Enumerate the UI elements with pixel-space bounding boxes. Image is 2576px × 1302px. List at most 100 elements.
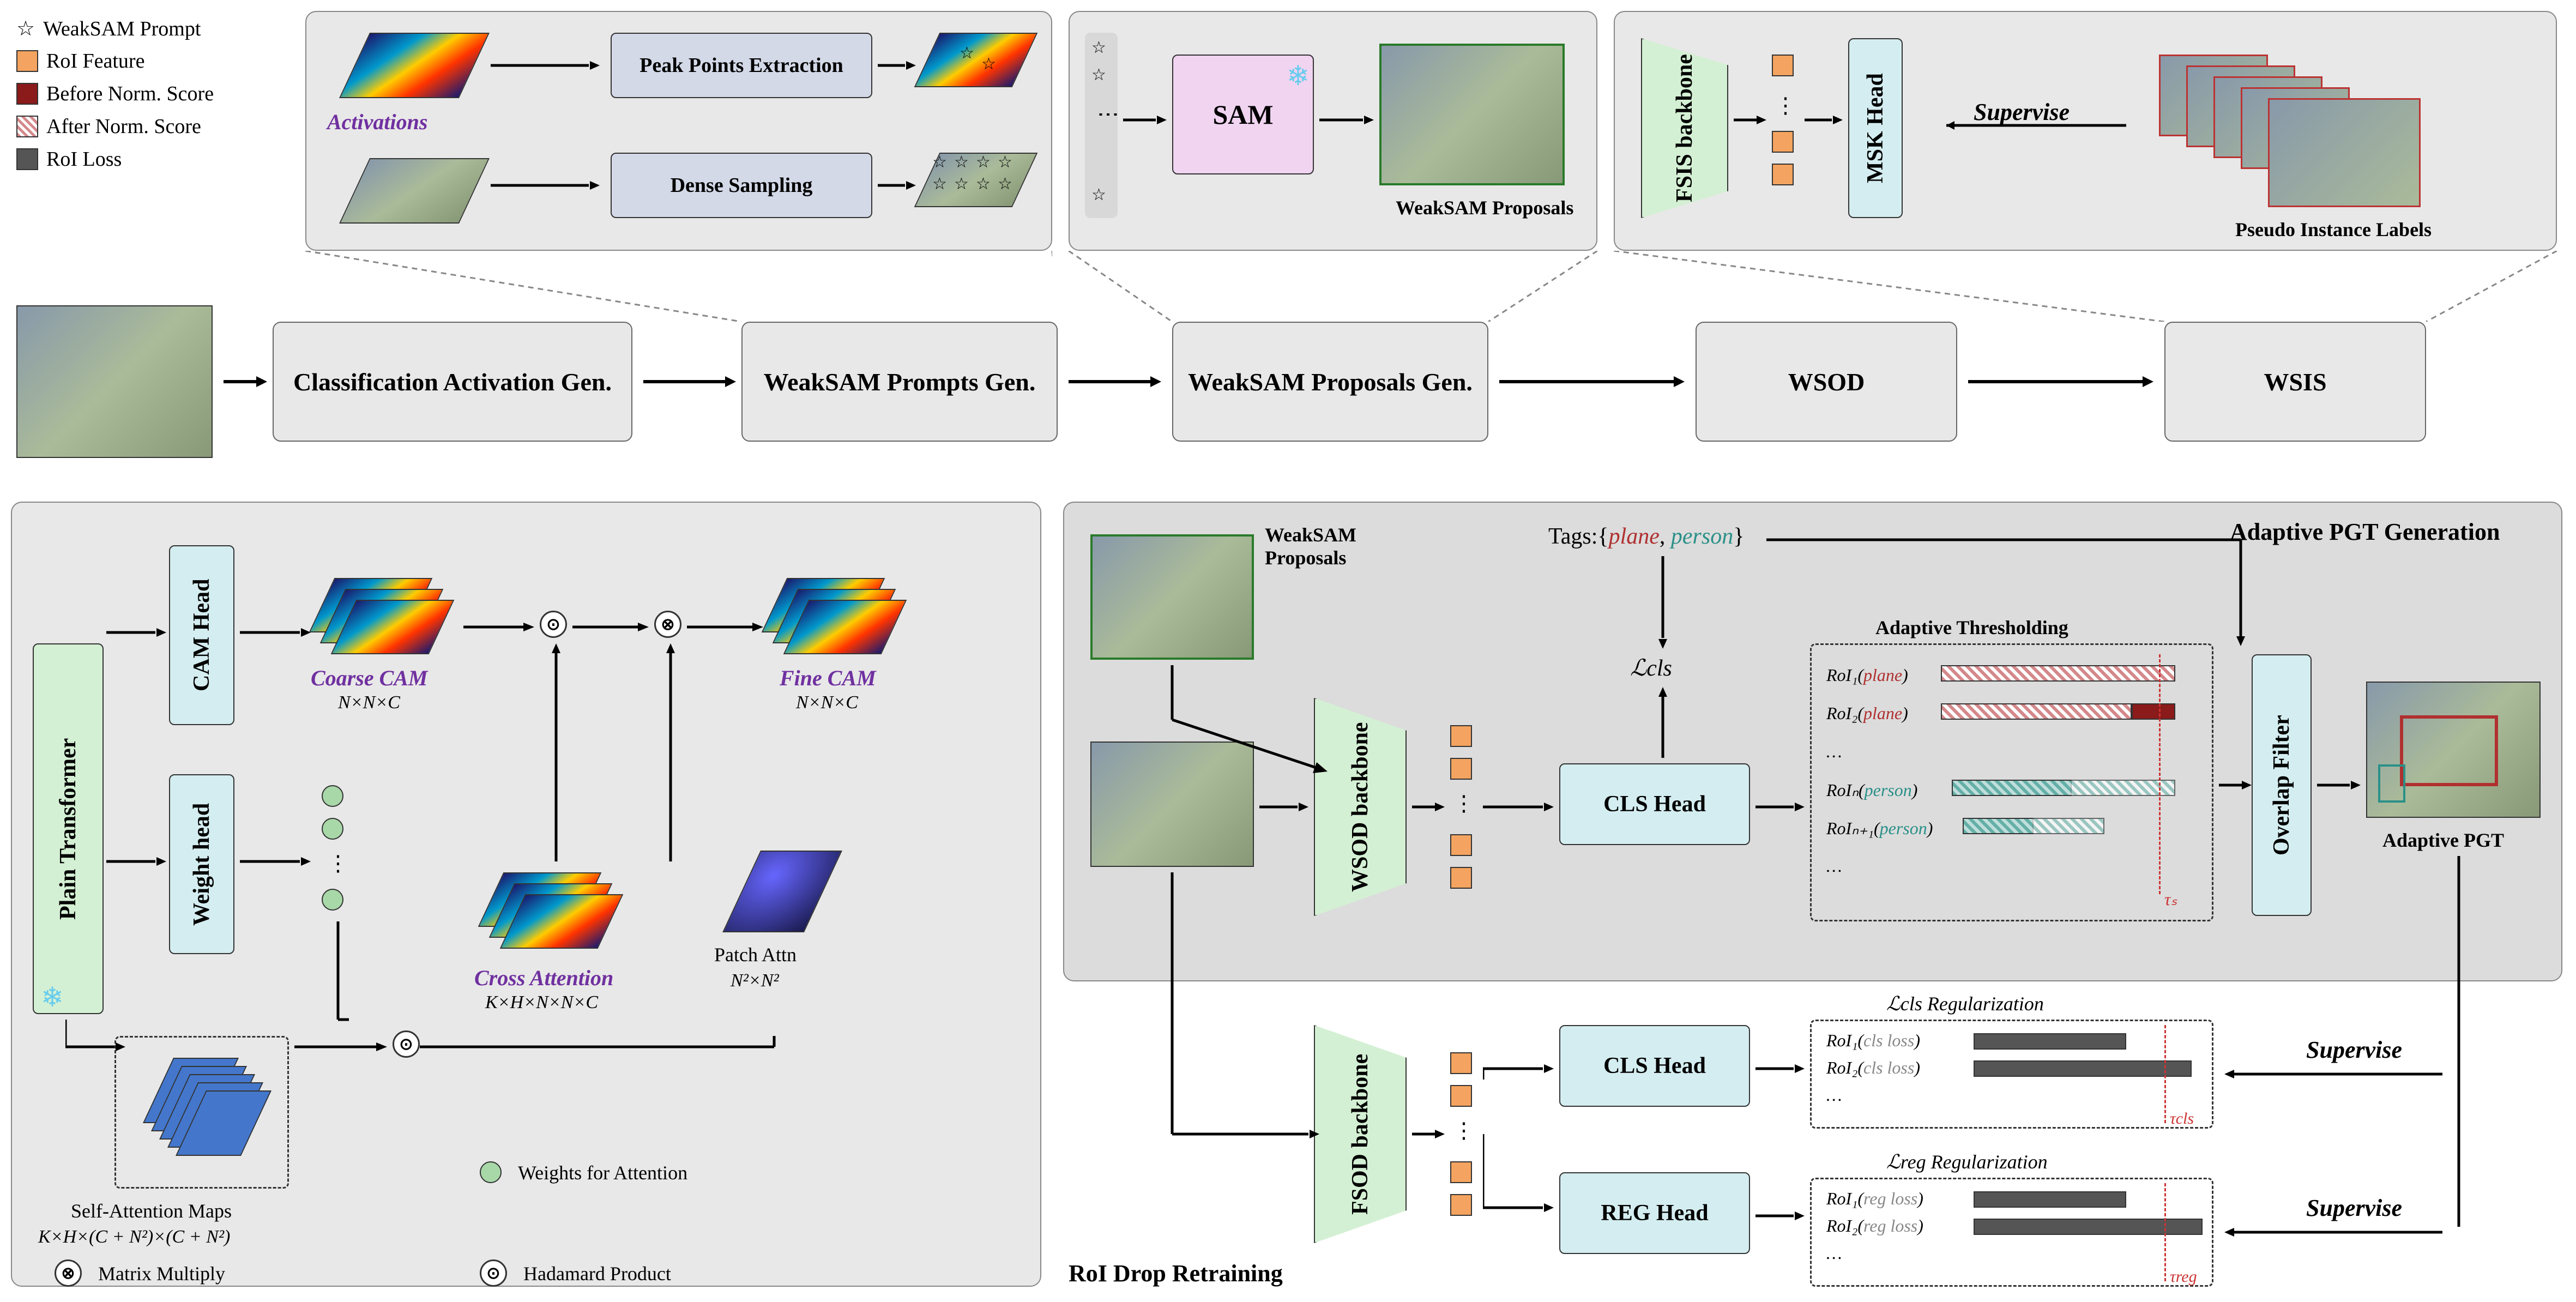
- star-icon: ☆: [954, 174, 969, 194]
- dots: …: [1826, 856, 1842, 876]
- prompts-gen-block: WeakSAM Prompts Gen.: [741, 322, 1058, 442]
- reg-head: REG Head: [1559, 1172, 1750, 1254]
- weaksam-proposals-label: WeakSAM Proposals: [1265, 523, 1374, 569]
- dots: …: [1826, 1243, 1842, 1263]
- arrow-icon: [1483, 1134, 1554, 1221]
- arrow-icon: [878, 55, 916, 76]
- weaksam-proposals-img: [1379, 44, 1565, 185]
- roi1-cls: RoI₁(cls loss): [1826, 1030, 1920, 1051]
- star-icon: ☆: [954, 153, 969, 172]
- matmul-legend: ⊗: [55, 1259, 82, 1287]
- arrow-icon: [463, 616, 534, 638]
- adaptive-pgt-img: [2366, 682, 2541, 818]
- adaptive-title: Adaptive PGT Generation: [2230, 518, 2500, 546]
- star-column: ☆ ☆ ⋮ ☆: [1085, 33, 1118, 218]
- arrow-icon: [491, 55, 600, 76]
- wsod-backbone-label: WSOD backbone: [1347, 722, 1373, 892]
- arrow-icon: [1123, 109, 1167, 131]
- cam-head: CAM Head: [169, 545, 234, 725]
- arrow-icon: [1069, 371, 1161, 393]
- roi2-reg: RoI₂(reg loss): [1826, 1216, 1923, 1236]
- roi2-cls: RoI₂(cls loss): [1826, 1058, 1920, 1078]
- self-attn-label: Self-Attention Maps: [71, 1199, 232, 1222]
- overlap-filter-label: Overlap Filter: [2269, 715, 2295, 855]
- cross-attn-label: Cross Attention: [474, 965, 613, 991]
- loss-bar: [1974, 1219, 2203, 1235]
- proposals-gen-label: WeakSAM Proposals Gen.: [1188, 367, 1473, 396]
- matmul-op: ⊗: [654, 611, 681, 638]
- roi-feature-icon: [1450, 1052, 1472, 1074]
- snowflake-icon: ❄: [1287, 60, 1310, 92]
- weight-dot: [322, 818, 343, 840]
- arrow-icon: [106, 851, 166, 872]
- roi-feature-icon: [1450, 1161, 1472, 1183]
- prompts-gen-label: WeakSAM Prompts Gen.: [764, 367, 1036, 396]
- cls-act-label: Classification Activation Gen.: [293, 367, 612, 396]
- roi-feature-icon: [1450, 1085, 1472, 1107]
- connector-lines: [305, 251, 1052, 322]
- arrow-icon: [1483, 796, 1554, 818]
- roi-feature-icon: [1772, 164, 1794, 185]
- legend-label: After Norm. Score: [46, 114, 201, 138]
- star-icon: ☆: [976, 153, 991, 172]
- cls-head-label: CLS Head: [1603, 1053, 1706, 1079]
- arrow-icon: [878, 174, 916, 196]
- legend-before-norm: Before Norm. Score: [16, 82, 214, 106]
- arrow-icon: [1483, 1058, 1554, 1080]
- cls-head: CLS Head: [1559, 763, 1750, 845]
- arrow-icon: [327, 921, 349, 1030]
- threshold-line: [2164, 1025, 2166, 1123]
- star-icon: ☆: [998, 153, 1012, 172]
- weight-dot-legend: [480, 1161, 502, 1183]
- fsis-label: FSIS backbone: [1672, 54, 1698, 202]
- loss-bar: [1974, 1060, 2192, 1077]
- l-cls-reg-label: ℒcls Regularization: [1886, 992, 2044, 1015]
- roi1-reg: RoI₁(reg loss): [1826, 1189, 1923, 1209]
- arrow-icon: [1412, 796, 1445, 818]
- matmul-label: Matrix Multiply: [98, 1262, 225, 1285]
- weaksam-proposals-label: WeakSAM Proposals: [1396, 196, 1573, 219]
- coarse-dim: N×N×C: [338, 692, 400, 713]
- arrow-icon: [1941, 114, 2132, 136]
- legend-roi-loss: RoI Loss: [16, 147, 122, 171]
- arrow-icon: [224, 371, 267, 393]
- pseudo-labels: Pseudo Instance Labels: [2235, 218, 2432, 241]
- arrow-icon: [687, 616, 763, 638]
- supervise-label: Supervise: [2306, 1194, 2402, 1222]
- roi-loss-icon: [16, 148, 38, 170]
- supervise-label: Supervise: [2306, 1036, 2402, 1064]
- arrow-icon: [1167, 665, 1330, 774]
- dense-sampling-box: Dense Sampling: [611, 153, 872, 218]
- arrow-icon: [1755, 1058, 1805, 1080]
- loss-bar: [1974, 1191, 2126, 1208]
- arrow-icon: [65, 1020, 142, 1052]
- fsis-backbone: FSIS backbone: [1641, 38, 1728, 218]
- snowflake-icon: ❄: [41, 981, 64, 1013]
- peak-extraction-box: Peak Points Extraction: [611, 33, 872, 98]
- before-norm-icon: [16, 83, 38, 105]
- hadamard-op: ⊙: [393, 1030, 420, 1058]
- msk-head-label: MSK Head: [1862, 73, 1889, 183]
- dense-sampling-label: Dense Sampling: [671, 173, 813, 197]
- adaptive-pgt-label: Adaptive PGT: [2382, 829, 2504, 852]
- tau-cls: τcls: [2170, 1110, 2194, 1128]
- patch-dim: N²×N²: [731, 971, 779, 991]
- cross-dim: K×H×N×N×C: [485, 992, 598, 1013]
- wsod-label: WSOD: [1788, 367, 1865, 396]
- wsis-block: WSIS: [2164, 322, 2426, 442]
- hadamard-legend: ⊙: [480, 1259, 507, 1287]
- tau-s: τₛ: [2164, 889, 2177, 909]
- connector-lines: [1069, 251, 1597, 322]
- arrow-icon: [2219, 774, 2252, 796]
- star-icon: ☆: [981, 55, 996, 74]
- arrow-icon: [2317, 774, 2361, 796]
- tau-reg: τreg: [2170, 1268, 2197, 1286]
- arrow-icon: [240, 851, 311, 872]
- fine-cam-label: Fine CAM: [780, 665, 876, 691]
- legend-weaksam-prompt: ☆ WeakSAM Prompt: [16, 16, 201, 41]
- arrow-icon: [1734, 109, 1766, 131]
- plain-transformer: Plain Transformer: [33, 643, 104, 1014]
- connector-lines: [1696, 442, 1957, 502]
- arrow-icon: [660, 643, 681, 861]
- legend-label: RoI Loss: [46, 147, 122, 171]
